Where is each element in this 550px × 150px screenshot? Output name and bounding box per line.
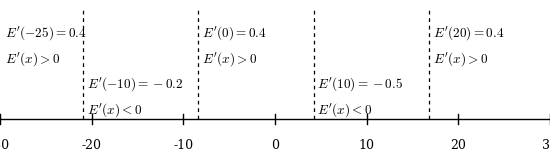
Text: 30: 30 [542, 139, 550, 150]
Text: 10: 10 [359, 139, 375, 150]
Text: $E'(-25) = 0.4$: $E'(-25) = 0.4$ [4, 24, 86, 42]
Text: $E'(-10) = -0.2$: $E'(-10) = -0.2$ [87, 76, 183, 93]
Text: -10: -10 [173, 139, 194, 150]
Text: 0: 0 [271, 139, 279, 150]
Text: 20: 20 [450, 139, 466, 150]
Text: -30: -30 [0, 139, 10, 150]
Text: -20: -20 [81, 139, 102, 150]
Text: $E'(x) < 0$: $E'(x) < 0$ [317, 101, 372, 119]
Text: $E'(0) = 0.4$: $E'(0) = 0.4$ [202, 24, 267, 42]
Text: $E'(10) = -0.5$: $E'(10) = -0.5$ [317, 76, 403, 93]
Text: $E'(x) > 0$: $E'(x) > 0$ [4, 50, 60, 68]
Text: $E'(x) > 0$: $E'(x) > 0$ [202, 50, 257, 68]
Text: $E'(20) = 0.4$: $E'(20) = 0.4$ [433, 24, 504, 42]
Text: $E'(x) < 0$: $E'(x) < 0$ [87, 101, 142, 119]
Text: $E'(x) > 0$: $E'(x) > 0$ [433, 50, 488, 68]
